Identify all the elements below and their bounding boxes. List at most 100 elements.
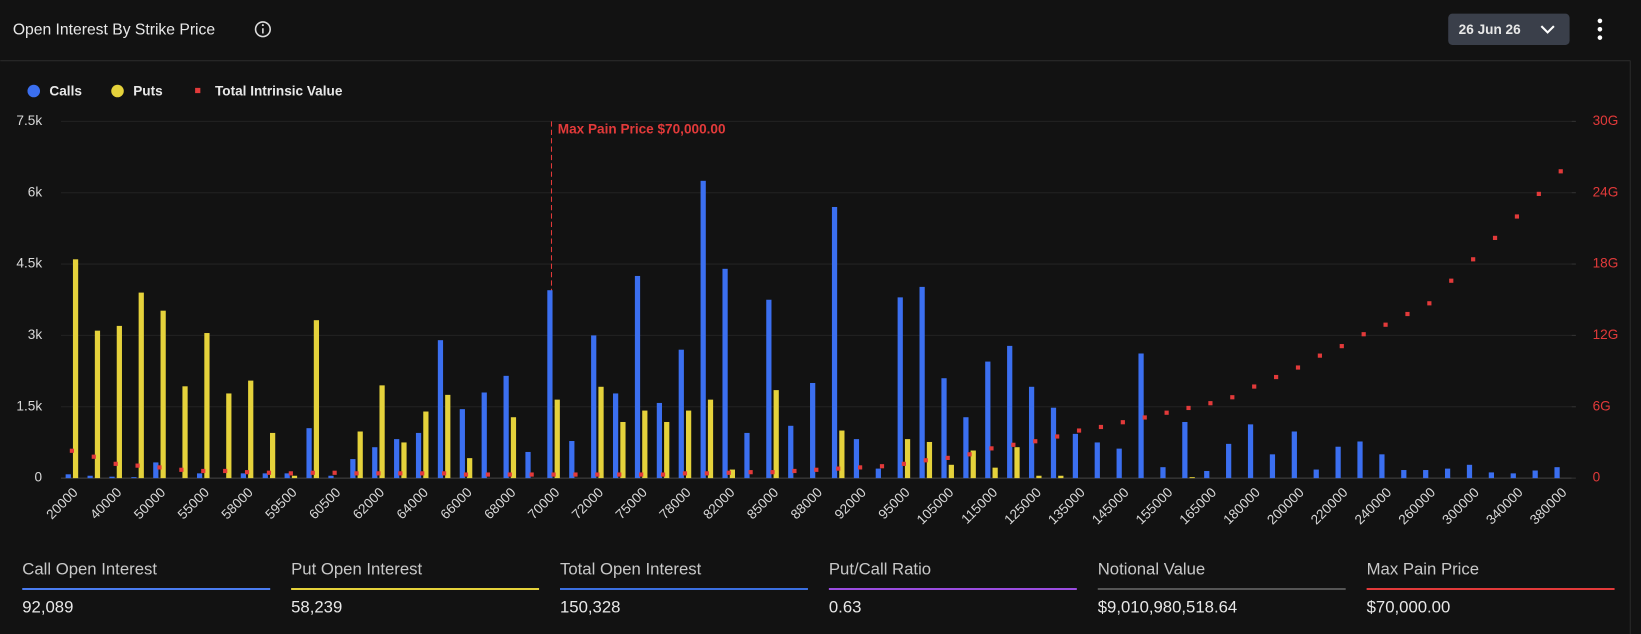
point [113,461,118,466]
bar [985,361,991,479]
bar [707,399,714,479]
bar [394,439,400,479]
stat-value: $9,010,980,518.64 [1098,597,1237,616]
bar [204,333,210,479]
bar [1189,477,1195,479]
bar [1269,454,1276,479]
legend-item: Puts [111,84,163,99]
bar [248,380,254,479]
y-tick-label: 0 [35,470,43,485]
info-icon[interactable] [254,21,271,38]
y-tick-label: 3k [28,327,43,342]
bar [226,393,232,479]
bar [423,411,429,479]
y2-tick-label: 18G [1593,256,1619,271]
bar [401,442,407,479]
bar [941,378,947,479]
date-dropdown[interactable]: 26 Jun 26 [1448,13,1570,45]
bar [481,392,487,479]
point [1383,322,1388,327]
bar [831,206,838,479]
bar [116,325,122,479]
point [1339,344,1344,349]
point [923,458,928,463]
y2-tick-label: 0 [1593,470,1601,485]
bar [138,292,144,479]
legend-item: Calls [27,84,82,99]
bar [620,421,626,479]
stat-label: Notional Value [1098,560,1206,579]
bar [722,268,728,479]
point [1120,420,1125,425]
bar [313,320,320,479]
point [639,472,644,477]
bar [904,439,911,479]
legend-swatch [195,87,201,94]
bar [291,475,298,479]
point [223,468,228,474]
point [901,461,906,466]
y2-tick-label: 6G [1593,398,1611,413]
bar [598,386,604,479]
point [244,470,250,475]
bar [372,447,378,479]
point [376,471,381,476]
bar [65,474,71,479]
point [69,448,74,453]
point [288,471,293,476]
point [1471,257,1476,262]
stat-label: Max Pain Price [1367,560,1479,579]
stat-value: 150,328 [560,597,620,616]
point [704,471,709,476]
bar [182,386,188,479]
bar [1050,407,1057,479]
point [201,468,206,474]
point [726,470,731,475]
bar [656,402,663,479]
point [660,472,666,477]
bar [700,180,706,479]
point [617,472,622,477]
bar [467,458,473,479]
point [266,470,272,475]
legend-swatch [27,84,41,98]
bar [1357,441,1363,479]
y2-tick-label: 24G [1593,184,1619,199]
bar [131,477,137,479]
menu-button[interactable] [1597,18,1603,40]
bar [1036,475,1042,479]
bar [992,467,998,479]
bar [897,297,903,479]
bar [357,431,363,479]
y2-tick-label: 30G [1593,113,1619,128]
bar [72,259,79,479]
bar [685,410,692,479]
bar [94,330,101,479]
bar [350,459,356,479]
point [1186,405,1191,411]
bar [1291,431,1297,479]
point [1405,311,1410,317]
point [1317,353,1322,358]
bar [1226,443,1232,479]
point [682,471,688,476]
point [1514,214,1520,219]
point [91,454,96,459]
point [836,466,841,471]
bar [839,430,845,479]
bar [160,310,166,479]
point [792,468,797,474]
stat-value: 92,089 [22,597,73,616]
point [551,472,556,477]
point [1361,332,1366,337]
point [463,472,469,477]
point [1252,384,1257,389]
point [1427,301,1432,306]
bar [328,475,334,479]
point [1164,410,1169,415]
point [1295,365,1301,370]
bar [766,299,772,479]
point [420,471,425,476]
